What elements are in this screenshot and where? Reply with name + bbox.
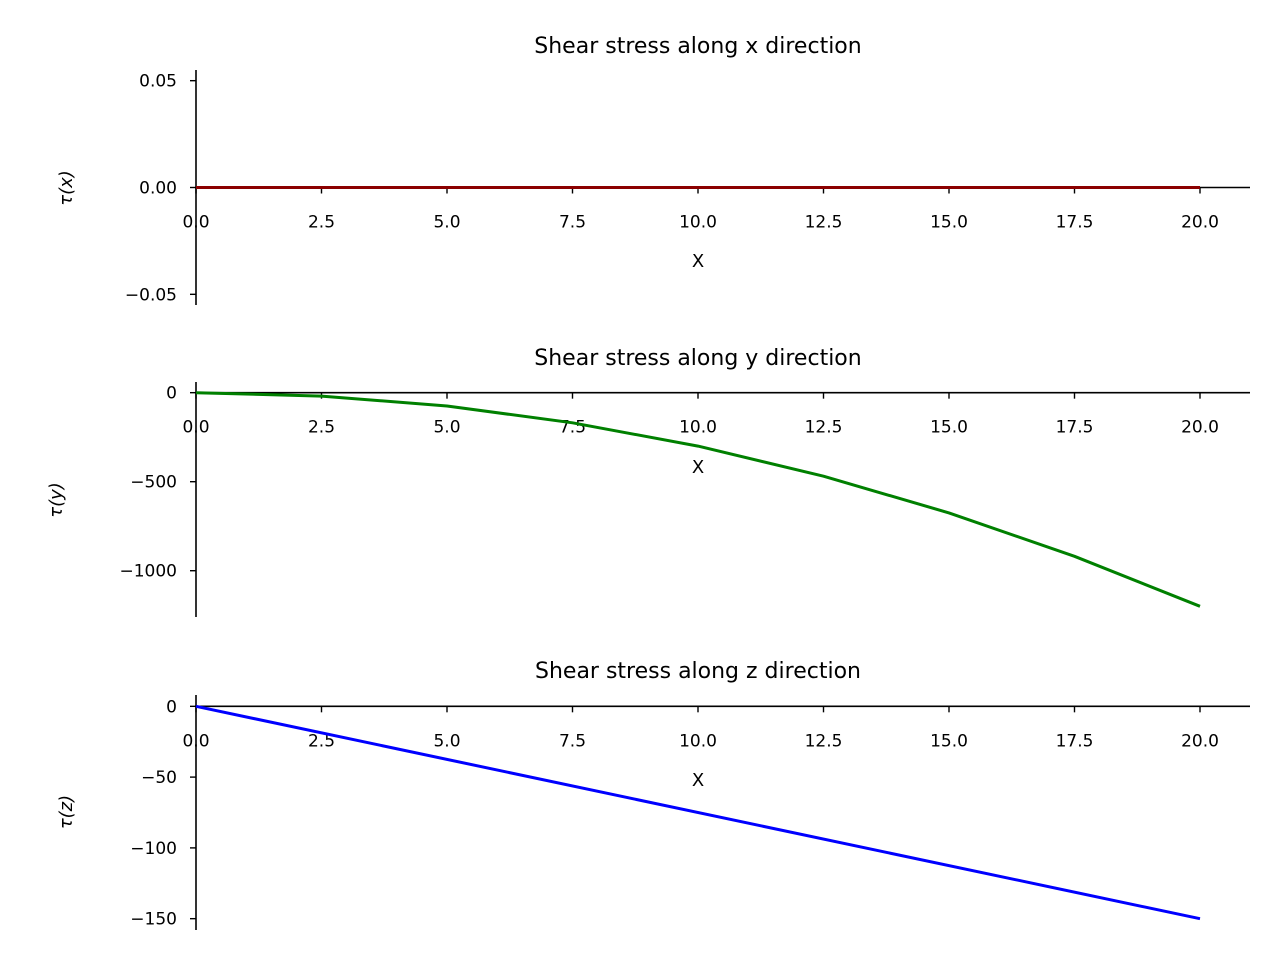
x-axis-label: X (692, 770, 704, 791)
y-tick-label: −1000 (119, 562, 177, 582)
x-tick-label: 2.5 (308, 731, 335, 751)
y-tick-label: −100 (130, 839, 177, 859)
x-tick-label: 20.0 (1181, 213, 1219, 233)
x-tick-label: 15.0 (930, 213, 968, 233)
x-tick-label: 10.0 (679, 418, 717, 438)
series-line (195, 704, 1201, 921)
chart-title: Shear stress along y direction (534, 346, 861, 371)
x-tick-label: 17.5 (1056, 418, 1094, 438)
y-tick-label: −50 (141, 768, 177, 788)
series-line (195, 391, 1201, 608)
y-tick-label: −150 (130, 910, 177, 930)
x-tick-label: 15.0 (930, 731, 968, 751)
x-tick-label: 5.0 (433, 213, 460, 233)
x-axis-label: X (692, 251, 704, 272)
y-axis-label: τ(z) (56, 795, 77, 829)
subplot-z: Shear stress along z direction X τ(z) 0.… (56, 659, 1250, 930)
x-tick-label: 2.5 (308, 418, 335, 438)
x-tick-label: 2.5 (308, 213, 335, 233)
x-tick-label: 15.0 (930, 418, 968, 438)
subplot-y: Shear stress along y direction X τ(y) 0.… (46, 346, 1250, 617)
y-tick-label: 0 (166, 384, 177, 404)
x-tick-label: 10.0 (679, 731, 717, 751)
x-tick-label: 5.0 (433, 418, 460, 438)
x-tick-label: 12.5 (805, 731, 843, 751)
x-tick-label: 10.0 (679, 213, 717, 233)
chart-title: Shear stress along z direction (535, 659, 861, 684)
x-tick-label: 5.0 (433, 731, 460, 751)
x-tick-label: 20.0 (1181, 418, 1219, 438)
chart-title: Shear stress along x direction (534, 34, 861, 59)
y-axis-label: τ(x) (56, 170, 77, 206)
x-tick-label: 12.5 (805, 213, 843, 233)
x-tick-label: 0.0 (182, 418, 209, 438)
x-tick-label: 20.0 (1181, 731, 1219, 751)
y-tick-label: −0.05 (125, 285, 177, 305)
y-tick-label: 0.05 (139, 72, 177, 92)
x-axis-label: X (692, 457, 704, 478)
y-axis-label: τ(y) (46, 482, 67, 518)
x-tick-label: 17.5 (1056, 731, 1094, 751)
x-tick-label: 12.5 (805, 418, 843, 438)
x-tick-label: 7.5 (559, 213, 586, 233)
x-tick-label: 0.0 (182, 213, 209, 233)
x-tick-label: 7.5 (559, 731, 586, 751)
x-tick-label: 0.0 (182, 731, 209, 751)
y-tick-label: −500 (130, 473, 177, 493)
x-tick-label: 17.5 (1056, 213, 1094, 233)
y-tick-label: 0.00 (139, 179, 177, 199)
subplot-x: Shear stress along x direction X τ(x) 0.… (56, 34, 1250, 305)
y-tick-label: 0 (166, 697, 177, 717)
